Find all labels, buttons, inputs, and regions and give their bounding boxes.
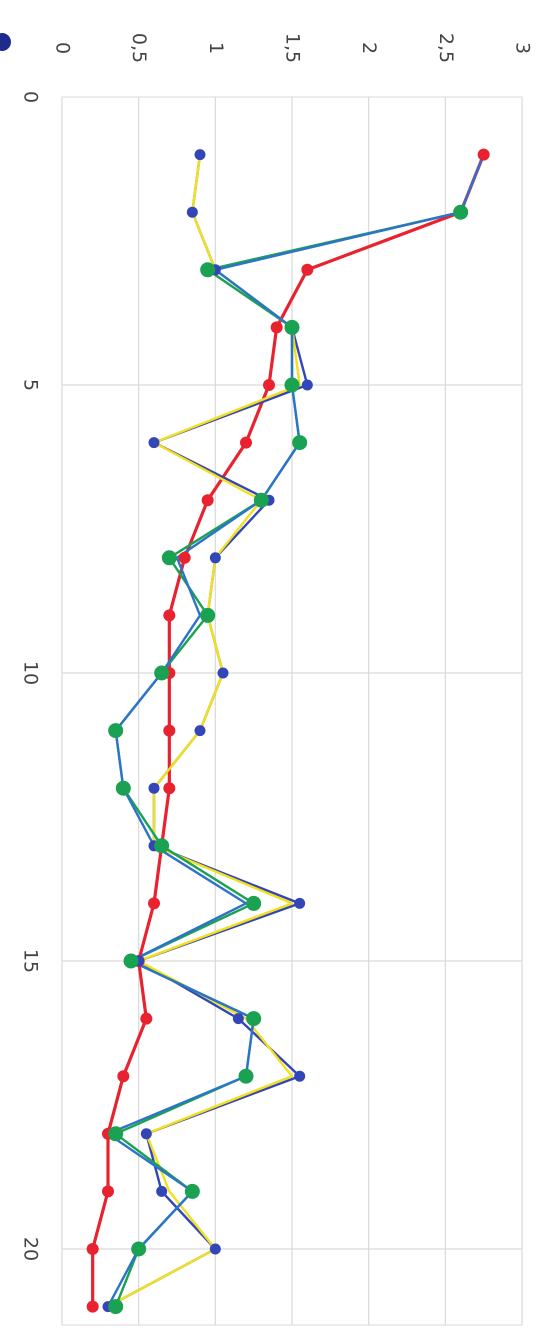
data-point bbox=[201, 494, 214, 507]
data-point bbox=[240, 436, 252, 449]
data-point bbox=[117, 1070, 130, 1083]
data-point bbox=[148, 437, 160, 449]
data-point bbox=[232, 1013, 244, 1025]
y-tick-label: 3 bbox=[512, 42, 534, 54]
data-point bbox=[102, 1185, 114, 1198]
x-tick-label: 20 bbox=[20, 1237, 42, 1261]
data-point bbox=[253, 492, 269, 508]
data-point bbox=[453, 204, 469, 220]
data-point bbox=[163, 724, 176, 737]
data-point bbox=[194, 149, 206, 161]
data-point bbox=[284, 319, 300, 335]
data-point bbox=[477, 148, 490, 161]
data-point bbox=[156, 1185, 168, 1197]
data-point bbox=[123, 953, 139, 969]
y-tick-label: 1,5 bbox=[282, 33, 304, 63]
data-point bbox=[154, 665, 170, 681]
data-point bbox=[140, 1128, 152, 1140]
x-tick-label: 10 bbox=[20, 661, 42, 685]
data-point bbox=[108, 723, 124, 739]
data-point bbox=[217, 667, 229, 679]
data-point bbox=[86, 1300, 99, 1313]
corner-bullet-icon bbox=[0, 33, 11, 51]
data-point bbox=[209, 552, 221, 564]
y-tick-label: 2 bbox=[358, 42, 380, 54]
x-tick-label: 0 bbox=[20, 91, 42, 103]
data-point bbox=[161, 550, 177, 566]
data-point bbox=[148, 782, 160, 794]
y-tick-label: 1 bbox=[205, 42, 227, 54]
data-point bbox=[209, 1243, 221, 1255]
data-point bbox=[108, 1299, 124, 1315]
data-point bbox=[263, 379, 275, 391]
data-point bbox=[246, 895, 262, 911]
data-point bbox=[200, 262, 216, 278]
data-point bbox=[200, 607, 216, 623]
y-tick-label: 0 bbox=[52, 42, 74, 54]
data-point bbox=[238, 1068, 254, 1084]
series-markers bbox=[86, 148, 490, 1315]
data-point bbox=[131, 1241, 147, 1257]
data-point bbox=[194, 725, 206, 737]
data-point bbox=[86, 1243, 99, 1255]
data-point bbox=[270, 321, 283, 334]
x-tick-label: 5 bbox=[20, 379, 42, 391]
data-point bbox=[108, 1126, 124, 1142]
data-point bbox=[140, 1012, 153, 1025]
y-tick-label: 2,5 bbox=[435, 33, 457, 63]
axis-ticks: 0 0,5 1 1,5 2 2,5 3 0 5 10 15 20 bbox=[20, 33, 534, 1261]
data-point bbox=[294, 897, 306, 909]
data-point bbox=[301, 379, 313, 391]
data-point bbox=[301, 263, 314, 276]
data-point bbox=[284, 377, 300, 393]
x-tick-label: 15 bbox=[20, 949, 42, 973]
y-tick-label: 0,5 bbox=[128, 33, 150, 63]
data-point bbox=[186, 206, 198, 218]
data-point bbox=[115, 780, 131, 796]
data-point bbox=[178, 551, 191, 564]
data-point bbox=[154, 838, 170, 854]
data-point bbox=[163, 782, 176, 795]
data-point bbox=[148, 897, 160, 910]
data-point bbox=[184, 1183, 200, 1199]
data-point bbox=[246, 1011, 262, 1027]
data-point bbox=[292, 435, 308, 451]
data-point bbox=[294, 1070, 306, 1082]
data-point bbox=[163, 609, 176, 622]
